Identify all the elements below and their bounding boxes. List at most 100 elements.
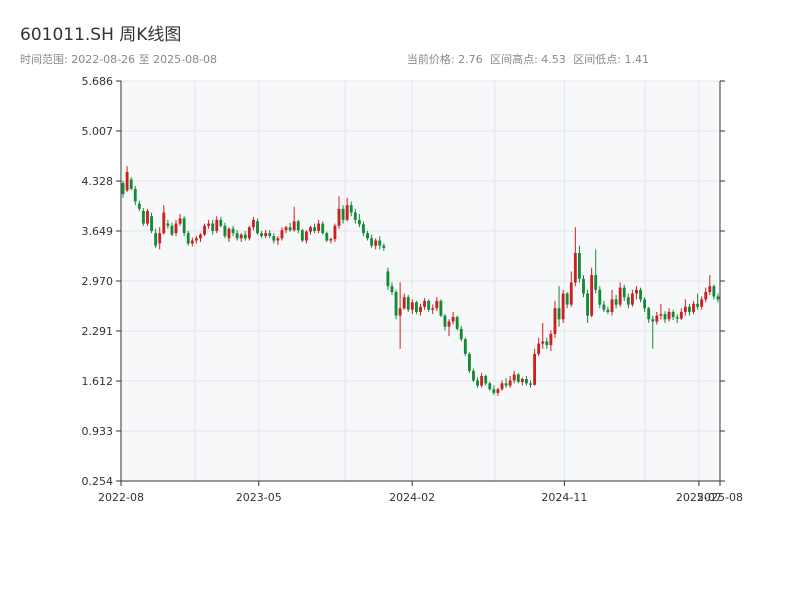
candle-down	[414, 302, 418, 312]
candle-down	[370, 238, 374, 246]
chart-title: 601011.SH 周K线图	[20, 25, 182, 45]
candle-down	[150, 216, 153, 231]
y-tick-label: 4.328	[82, 175, 114, 188]
candle-down	[577, 253, 581, 279]
x-tick-label: 2022-08	[98, 491, 144, 504]
candle-up	[333, 225, 337, 240]
y-tick-label: 2.291	[82, 325, 114, 338]
candle-down	[443, 315, 447, 327]
candle-down	[300, 230, 304, 241]
candle-down	[231, 228, 235, 234]
candle-down	[394, 292, 398, 316]
candle-down	[606, 309, 610, 312]
x-tick-label: 2025-08	[697, 491, 743, 504]
candle-up	[520, 378, 524, 382]
candle-up	[410, 302, 414, 310]
candle-up	[561, 293, 565, 320]
candle-down	[211, 223, 215, 231]
candle-up	[447, 321, 451, 327]
candle-down	[362, 224, 365, 234]
candle-down	[643, 299, 647, 309]
candle-down	[378, 240, 382, 246]
candle-up	[667, 311, 671, 320]
candle-up	[480, 375, 484, 386]
candle-down	[427, 300, 431, 310]
candle-up	[573, 253, 577, 283]
price-stats: 当前价格: 2.76 区间高点: 4.53 区间低点: 1.41	[403, 51, 649, 67]
candle-down	[716, 296, 720, 300]
candle-down	[545, 341, 549, 346]
candle-down	[186, 233, 190, 244]
candle-up	[537, 343, 541, 354]
candle-down	[121, 183, 125, 195]
candle-up	[451, 317, 455, 322]
candle-up	[345, 205, 349, 220]
candle-up	[508, 380, 512, 386]
candle-down	[647, 308, 651, 320]
candle-up	[280, 230, 284, 239]
y-tick-label: 2.970	[82, 275, 114, 288]
candle-up	[284, 227, 288, 231]
candle-up	[227, 228, 231, 239]
candle-down	[129, 179, 133, 189]
x-tick-label: 2024-02	[389, 491, 435, 504]
candle-up	[178, 218, 182, 224]
candle-up	[635, 289, 638, 294]
y-tick-label: 0.933	[82, 425, 114, 438]
candle-down	[260, 233, 264, 237]
candle-up	[190, 240, 194, 244]
candle-down	[602, 304, 606, 310]
candle-down	[529, 383, 532, 385]
candle-down	[353, 212, 357, 220]
candle-up	[659, 314, 663, 316]
candle-up	[500, 383, 504, 390]
candle-down	[675, 317, 679, 319]
candle-up	[553, 308, 557, 335]
candle-up	[655, 315, 659, 322]
candle-up	[419, 306, 422, 312]
candle-up	[402, 297, 406, 309]
candle-up	[247, 227, 251, 239]
candle-up	[203, 225, 206, 235]
candle-down	[463, 339, 467, 354]
candle-down	[467, 353, 471, 371]
candle-up	[252, 219, 255, 228]
candle-down	[357, 219, 361, 225]
candle-up	[700, 299, 704, 307]
candle-up	[329, 239, 333, 241]
candle-down	[141, 211, 145, 224]
candle-up	[683, 306, 687, 312]
candle-down	[243, 234, 247, 239]
candle-up	[630, 293, 634, 305]
candle-up	[374, 240, 378, 246]
candle-up	[158, 233, 162, 244]
candle-up	[512, 374, 516, 381]
x-tick-label: 2025-07	[676, 491, 722, 504]
candle-up	[692, 303, 695, 312]
candle-down	[137, 203, 141, 209]
candle-down	[268, 233, 272, 237]
candle-down	[671, 311, 675, 318]
candle-down	[256, 221, 259, 234]
candle-up	[549, 334, 553, 346]
candle-down	[235, 233, 239, 239]
date-range-text: 时间范围: 2022-08-26 至 2025-08-08	[20, 53, 218, 66]
candle-down	[390, 286, 394, 293]
x-tick-label: 2023-05	[236, 491, 282, 504]
candle-down	[712, 286, 716, 297]
candle-up	[679, 311, 683, 319]
candle-up	[309, 227, 312, 232]
candle-up	[174, 223, 178, 234]
candle-down	[382, 245, 386, 248]
candle-down	[313, 227, 316, 231]
candle-down	[321, 223, 325, 234]
candle-down	[488, 383, 492, 390]
candle-down	[386, 271, 390, 287]
candle-up	[292, 221, 296, 231]
candle-up	[239, 234, 243, 239]
candle-down	[182, 218, 186, 234]
candle-up	[610, 299, 614, 312]
candle-down	[594, 275, 598, 290]
candle-down	[557, 308, 561, 320]
candle-down	[582, 278, 585, 294]
